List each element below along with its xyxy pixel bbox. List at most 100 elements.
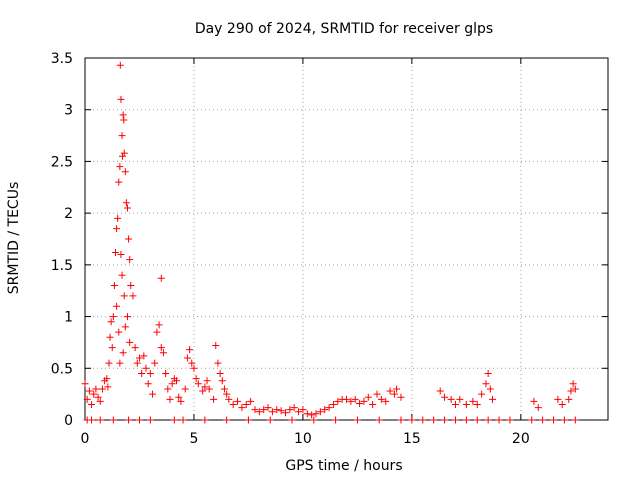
data-point	[528, 416, 536, 424]
data-point	[118, 271, 126, 279]
data-point	[364, 393, 372, 401]
data-point	[121, 168, 129, 176]
data-point	[96, 416, 104, 424]
data-point	[223, 390, 231, 398]
y-tick-label: 2	[64, 206, 73, 222]
data-point	[127, 282, 135, 290]
data-point	[199, 387, 207, 395]
data-point	[386, 387, 394, 395]
data-point	[286, 406, 294, 414]
data-point	[203, 377, 211, 385]
data-point	[290, 404, 298, 412]
data-point	[125, 416, 133, 424]
y-tick-label: 3.5	[51, 51, 73, 67]
data-point	[495, 416, 503, 424]
data-point	[123, 313, 131, 321]
y-tick-label: 0	[64, 413, 73, 429]
data-point	[351, 395, 359, 403]
data-point	[451, 400, 459, 408]
data-point	[397, 416, 405, 424]
data-point	[332, 416, 340, 424]
data-point	[146, 416, 154, 424]
data-point	[482, 380, 490, 388]
data-point	[126, 256, 134, 264]
data-point	[469, 397, 477, 405]
data-point	[299, 406, 307, 414]
data-point	[393, 385, 401, 393]
data-point	[153, 328, 161, 336]
data-point	[312, 410, 320, 418]
y-tick-label: 2.5	[51, 154, 73, 170]
data-point	[123, 204, 131, 212]
data-point	[281, 409, 289, 417]
data-point	[142, 364, 150, 372]
data-point	[375, 416, 383, 424]
data-point	[353, 416, 361, 424]
y-tick-label: 3	[64, 103, 73, 119]
data-point	[456, 395, 464, 403]
data-point	[369, 400, 377, 408]
chart-title: Day 290 of 2024, SRMTID for receiver glp…	[195, 21, 493, 37]
data-point	[151, 359, 159, 367]
data-point	[329, 400, 337, 408]
data-point	[92, 385, 100, 393]
data-point	[140, 352, 148, 360]
data-point	[117, 95, 125, 103]
data-point	[120, 149, 128, 157]
data-point	[530, 397, 538, 405]
data-point	[85, 387, 93, 395]
data-point	[186, 346, 194, 354]
data-point	[177, 397, 185, 405]
data-point	[554, 395, 562, 403]
data-point	[133, 359, 141, 367]
data-point	[550, 416, 558, 424]
plot-frame	[84, 57, 609, 421]
data-point	[118, 152, 126, 160]
data-point	[506, 416, 514, 424]
data-point	[170, 416, 178, 424]
data-point	[486, 385, 494, 393]
data-point	[109, 416, 117, 424]
data-point	[251, 406, 259, 414]
data-point	[565, 395, 573, 403]
data-point	[347, 397, 355, 405]
data-point	[212, 342, 220, 350]
data-points	[81, 61, 579, 424]
data-point	[266, 416, 274, 424]
data-point	[447, 395, 455, 403]
data-point	[242, 400, 250, 408]
y-tick-label: 1	[64, 310, 73, 326]
data-point	[126, 338, 134, 346]
data-point	[247, 397, 255, 405]
data-point	[264, 404, 272, 412]
data-point	[149, 390, 157, 398]
x-tick-label: 15	[403, 431, 421, 447]
data-point	[105, 359, 113, 367]
data-point	[179, 416, 187, 424]
data-point	[96, 397, 104, 405]
data-point	[210, 395, 218, 403]
data-point	[441, 416, 449, 424]
data-point	[214, 359, 222, 367]
data-point	[273, 406, 281, 414]
data-point	[534, 404, 542, 412]
data-point	[120, 116, 128, 124]
data-point	[539, 416, 547, 424]
data-point	[343, 395, 350, 403]
x-tick-label: 20	[512, 431, 530, 447]
data-point	[223, 416, 231, 424]
data-point	[569, 380, 577, 388]
data-point	[571, 385, 579, 393]
data-point	[325, 404, 333, 412]
data-point	[397, 393, 405, 401]
data-point	[116, 61, 124, 69]
data-point	[316, 408, 324, 416]
data-point	[157, 344, 165, 352]
data-point	[303, 410, 311, 418]
data-point	[489, 395, 497, 403]
y-axis-title: SRMTID / TECUs	[6, 182, 22, 295]
data-point	[116, 359, 124, 367]
data-point	[205, 385, 213, 393]
data-point	[216, 369, 224, 377]
data-point	[334, 397, 342, 405]
